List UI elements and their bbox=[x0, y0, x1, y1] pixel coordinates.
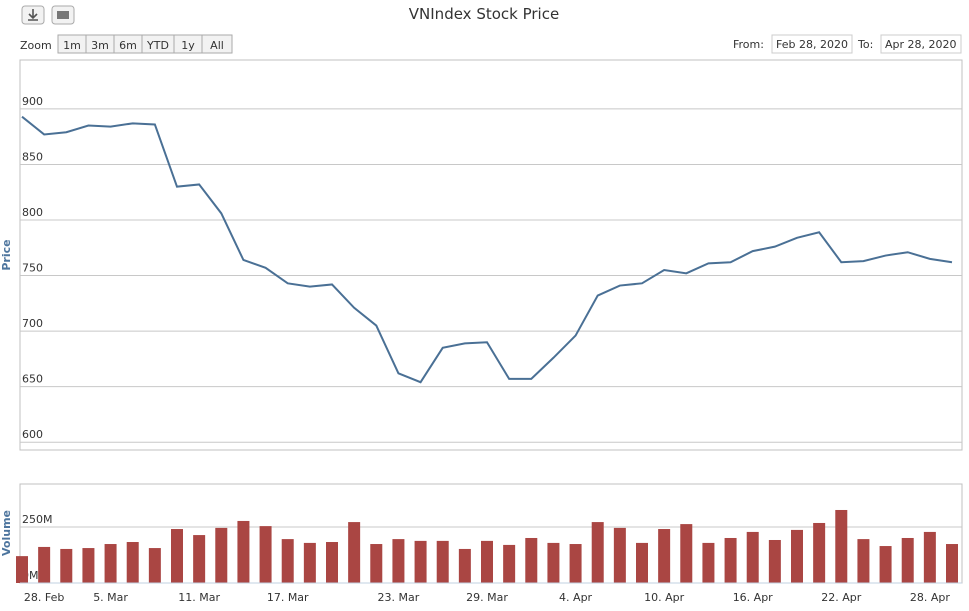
x-tick-label: 10. Apr bbox=[644, 591, 684, 604]
to-value: Apr 28, 2020 bbox=[885, 38, 957, 51]
volume-bar bbox=[923, 531, 936, 583]
volume-bar bbox=[481, 540, 493, 583]
y-tick-label: 600 bbox=[22, 428, 43, 441]
volume-bar bbox=[591, 522, 604, 583]
volume-bar bbox=[126, 542, 139, 583]
zoom-button-label: 1y bbox=[181, 39, 195, 52]
x-tick-label: 11. Mar bbox=[178, 591, 220, 604]
x-tick-label: 16. Apr bbox=[733, 591, 773, 604]
x-tick-label: 4. Apr bbox=[559, 591, 592, 604]
volume-bar bbox=[436, 540, 449, 583]
x-tick-label: 22. Apr bbox=[821, 591, 861, 604]
volume-bar bbox=[901, 537, 914, 583]
volume-bar bbox=[259, 526, 272, 583]
y-tick-label: 750 bbox=[22, 262, 43, 275]
x-tick-label: 23. Mar bbox=[378, 591, 420, 604]
y-tick-label: 850 bbox=[22, 150, 43, 163]
volume-bar bbox=[392, 539, 405, 583]
volume-bar bbox=[946, 544, 958, 583]
volume-bar bbox=[835, 509, 848, 583]
y-tick-label: 900 bbox=[22, 95, 43, 108]
volume-bar bbox=[791, 529, 803, 583]
volume-bar bbox=[525, 537, 538, 583]
from-label: From: bbox=[733, 38, 764, 51]
volume-bar bbox=[326, 542, 338, 583]
zoom-button[interactable] bbox=[201, 34, 233, 54]
volume-bar bbox=[38, 546, 51, 583]
volume-bar bbox=[16, 556, 28, 583]
x-tick-label: 28. Feb bbox=[24, 591, 64, 604]
volume-bar bbox=[414, 540, 427, 583]
volume-bar bbox=[104, 544, 117, 583]
volume-bar bbox=[724, 537, 737, 583]
y-axis-title: Volume bbox=[0, 510, 13, 556]
volume-bar bbox=[370, 544, 383, 583]
volume-bar bbox=[746, 531, 759, 583]
y-tick-label: 250M bbox=[22, 513, 53, 526]
volume-bar bbox=[171, 529, 183, 583]
volume-bar bbox=[879, 546, 892, 583]
x-tick-label: 28. Apr bbox=[910, 591, 950, 604]
volume-bar bbox=[547, 542, 560, 583]
volume-bar bbox=[303, 542, 316, 583]
price-line bbox=[21, 115, 953, 384]
volume-bar bbox=[237, 520, 250, 583]
volume-bar bbox=[768, 539, 781, 583]
x-tick-label: 17. Mar bbox=[267, 591, 309, 604]
print-icon bbox=[57, 11, 69, 19]
zoom-button-label: 3m bbox=[91, 39, 109, 52]
y-axis-title: Price bbox=[0, 239, 13, 270]
zoom-button-label: YTD bbox=[146, 39, 169, 52]
x-tick-label: 5. Mar bbox=[93, 591, 128, 604]
volume-bar bbox=[569, 544, 582, 583]
volume-bar bbox=[613, 527, 626, 583]
zoom-button-label: 1m bbox=[63, 39, 81, 52]
y-tick-label: 700 bbox=[22, 317, 43, 330]
volume-bar bbox=[636, 542, 648, 583]
y-tick-label: 650 bbox=[22, 373, 43, 386]
volume-bar bbox=[658, 529, 671, 583]
volume-bar bbox=[857, 539, 870, 583]
volume-bar bbox=[281, 539, 294, 583]
zoom-label: Zoom bbox=[20, 39, 52, 52]
volume-bar bbox=[680, 524, 693, 583]
to-label: To: bbox=[857, 38, 873, 51]
volume-bar bbox=[702, 542, 715, 583]
zoom-button-label: All bbox=[210, 39, 224, 52]
volume-bar bbox=[215, 527, 228, 583]
zoom-button-label: 6m bbox=[119, 39, 137, 52]
x-tick-label: 29. Mar bbox=[466, 591, 508, 604]
volume-bar bbox=[458, 548, 471, 583]
volume-bar bbox=[813, 522, 826, 583]
volume-bar bbox=[82, 548, 95, 583]
volume-bar bbox=[503, 544, 516, 583]
volume-bar bbox=[193, 535, 206, 583]
chart-title: VNIndex Stock Price bbox=[409, 5, 559, 23]
from-input[interactable] bbox=[771, 34, 853, 54]
download-icon bbox=[28, 9, 38, 21]
volume-bar bbox=[60, 548, 73, 583]
y-tick-label: 800 bbox=[22, 206, 43, 219]
volume-bar bbox=[148, 548, 161, 583]
from-value: Feb 28, 2020 bbox=[776, 38, 848, 51]
to-input[interactable] bbox=[880, 34, 962, 54]
volume-bar bbox=[348, 522, 361, 583]
plot-area bbox=[19, 59, 963, 451]
